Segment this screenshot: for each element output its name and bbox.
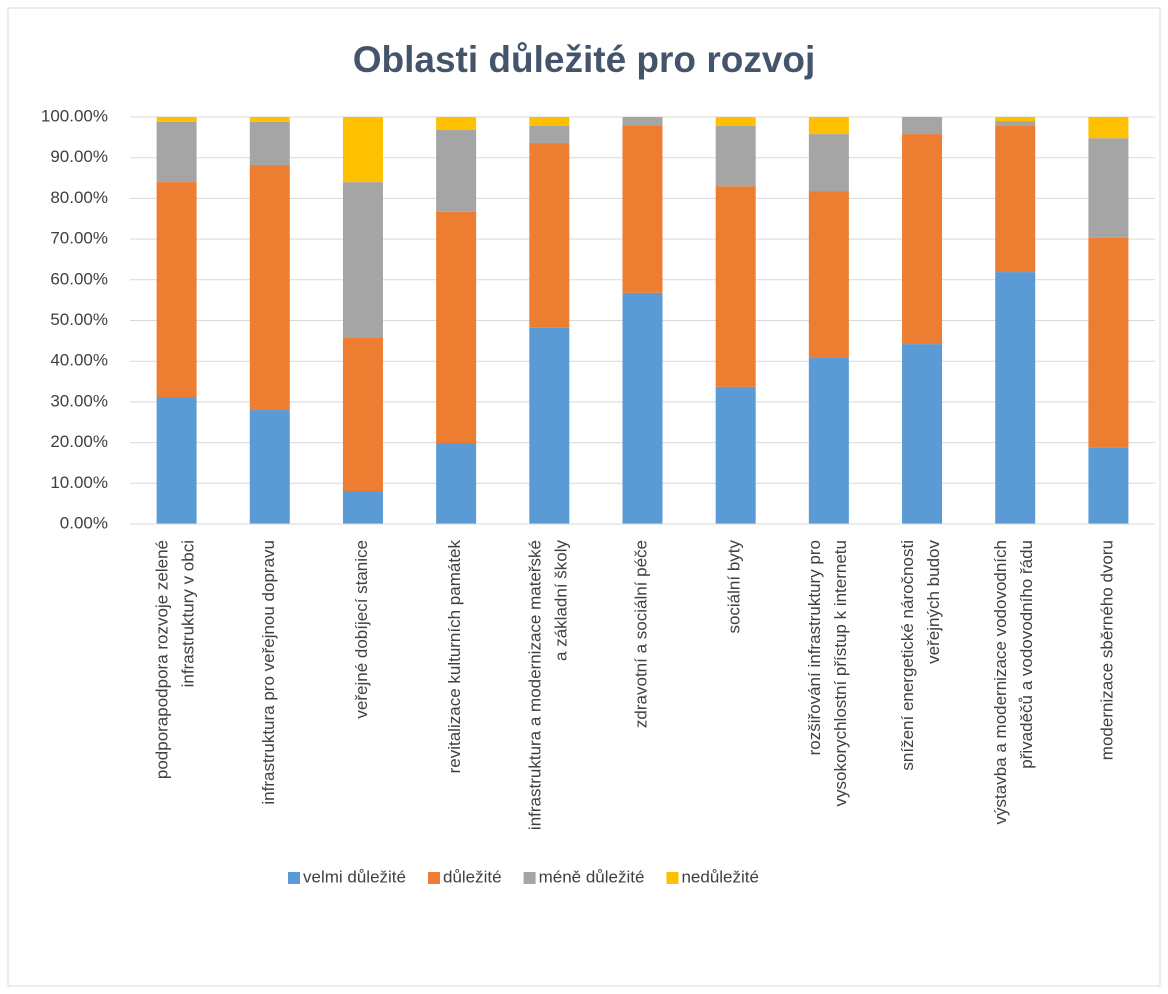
legend-swatch xyxy=(428,872,440,884)
x-tick-label: veřejné dobíjecí stanice xyxy=(352,540,371,719)
y-tick-label: 30.00% xyxy=(50,391,108,410)
legend-swatch xyxy=(523,872,536,884)
bar-segment xyxy=(342,182,383,338)
bar-segment xyxy=(902,117,943,135)
y-tick-label: 20.00% xyxy=(50,432,108,451)
x-tick-label: výstavba a modernizace vodovodních přivad… xyxy=(992,540,1037,824)
x-tick-label: snížení energetické náročnosti veřejných … xyxy=(899,540,944,771)
legend-label: velmi důležité xyxy=(303,867,406,886)
bar-segment xyxy=(1088,447,1129,524)
bar-segment xyxy=(808,134,849,192)
legend-label: důležité xyxy=(443,867,502,886)
x-tick-label: infrastruktura a modernizace mateřské a z… xyxy=(526,540,571,831)
bar-segment xyxy=(995,272,1036,524)
bar-segment xyxy=(249,165,290,411)
bar-segment xyxy=(529,125,570,144)
y-tick-label: 80.00% xyxy=(50,188,108,207)
y-tick-label: 40.00% xyxy=(50,351,108,370)
bar-segment xyxy=(156,117,197,122)
bar-segment xyxy=(995,121,1036,126)
bar-segment xyxy=(1088,138,1129,238)
bar-segment xyxy=(529,143,570,328)
bar-segment xyxy=(902,344,943,524)
chart-title: Oblasti důležité pro rozvoj xyxy=(353,39,816,80)
y-tick-label: 90.00% xyxy=(50,147,108,166)
bar-segment xyxy=(342,337,383,492)
y-tick-label: 100.00% xyxy=(41,106,108,125)
x-tick-label: podporapodpora rozvoje zelené infrastrukt… xyxy=(153,540,198,779)
bar-segment xyxy=(436,117,477,131)
legend-label: méně důležité xyxy=(539,867,645,886)
bar-segment xyxy=(529,327,570,524)
bar-segment xyxy=(249,117,290,122)
bar-segment xyxy=(1088,237,1129,448)
bar-segment xyxy=(715,186,756,387)
chart-border xyxy=(7,7,1161,987)
legend-swatch xyxy=(666,872,679,884)
y-tick-label: 10.00% xyxy=(50,473,108,492)
bar-segment xyxy=(995,125,1036,273)
x-tick-label: infrastruktura pro veřejnou dopravu xyxy=(259,540,278,805)
bar-segment xyxy=(715,125,756,187)
bar-segment xyxy=(995,117,1036,122)
y-tick-label: 70.00% xyxy=(50,229,108,248)
bar-segment xyxy=(156,182,197,398)
bar-segment xyxy=(156,121,197,183)
bar-segment xyxy=(529,117,570,126)
bar-segment xyxy=(436,130,477,212)
bar-segment xyxy=(622,292,663,524)
bar-segment xyxy=(715,117,756,126)
bar-segment xyxy=(436,443,477,524)
bar-segment xyxy=(436,211,477,444)
legend-swatch xyxy=(288,872,300,884)
bar-segment xyxy=(715,386,756,524)
x-tick-label: sociální byty xyxy=(725,540,744,634)
y-tick-label: 60.00% xyxy=(50,269,108,288)
bar-segment xyxy=(156,397,197,524)
bar-segment xyxy=(808,117,849,135)
bar-segment xyxy=(249,121,290,166)
bar-segment xyxy=(1088,117,1129,139)
bar-segment xyxy=(622,117,663,126)
x-tick-label: zdravotní a sociální péče xyxy=(632,540,651,728)
bar-segment xyxy=(249,410,290,524)
bar-segment xyxy=(902,134,943,345)
bar-segment xyxy=(342,491,383,524)
bar-segment xyxy=(622,125,663,293)
legend-label: nedůležité xyxy=(681,867,759,886)
y-tick-label: 50.00% xyxy=(50,310,108,329)
x-tick-label: modernizace sběrného dvoru xyxy=(1098,540,1117,760)
bar-segment xyxy=(808,191,849,358)
y-tick-label: 0.00% xyxy=(60,513,108,532)
bar-segment xyxy=(808,357,849,524)
x-tick-label: revitalizace kulturních památek xyxy=(446,540,465,774)
x-tick-label: rozšiřování infrastruktury pro vysokorych… xyxy=(805,540,850,806)
bar-segment xyxy=(342,117,383,183)
